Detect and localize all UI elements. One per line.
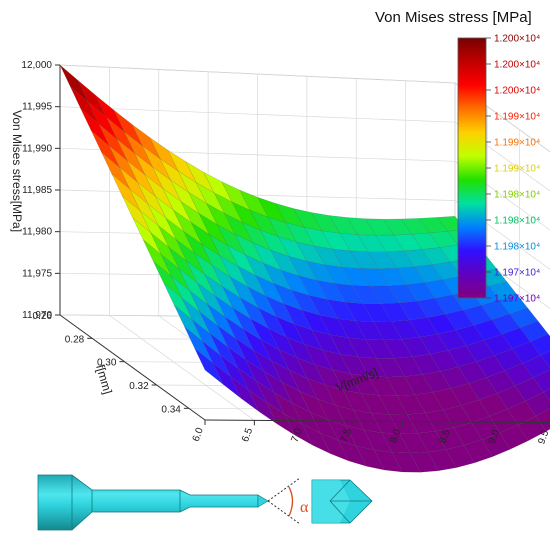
surface-patch xyxy=(160,253,190,291)
x-tick-label: 8.5 xyxy=(438,428,453,445)
surface-patch xyxy=(142,239,172,276)
surface-patch xyxy=(239,189,269,218)
colorbar-label: 1.200×10⁴ xyxy=(494,34,540,45)
surface-patch xyxy=(241,221,272,251)
colorbar-label: 1.199×10⁴ xyxy=(494,164,540,175)
surface-patch xyxy=(131,124,161,159)
y-tick-label: 0.32 xyxy=(129,381,149,392)
surface-patch xyxy=(360,393,390,415)
surface-patch xyxy=(478,393,508,417)
surface-patch xyxy=(504,362,534,387)
z-tick-label: 11,980 xyxy=(22,227,52,238)
colorbar-label: 1.198×10⁴ xyxy=(494,216,540,227)
surface-patch xyxy=(247,389,278,425)
surface-patch xyxy=(257,307,287,338)
surface-patch xyxy=(209,333,239,369)
surface-patch xyxy=(108,145,138,183)
colorbar: 1.200×10⁴ 1.200×10⁴ 1.200×10⁴ 1.199×10⁴ 1.19… xyxy=(457,34,540,305)
surface-patch xyxy=(194,348,224,385)
z-tick-label: 11,970 xyxy=(22,310,52,321)
colorbar-label: 1.200×10⁴ xyxy=(494,60,540,71)
surface-patch xyxy=(275,203,305,228)
surface-patch xyxy=(281,381,311,413)
surface-patch xyxy=(377,267,408,287)
surface-patch xyxy=(324,384,354,411)
colorbar-gradient xyxy=(457,37,487,299)
surface-patch xyxy=(288,255,318,281)
surface-patch xyxy=(382,218,412,236)
surface-patch xyxy=(203,171,233,203)
surface-patch xyxy=(250,318,280,350)
surface-patch xyxy=(455,324,485,347)
colorbar-label: 1.198×10⁴ xyxy=(494,242,540,253)
z-axis-title: Von Mises stress[MPa] xyxy=(10,110,24,232)
surface-patch xyxy=(132,217,161,255)
z-tick-label: 12,000 xyxy=(21,60,52,71)
colorbar-label: 1.200×10⁴ xyxy=(494,86,540,97)
surface-patch xyxy=(188,289,218,326)
x-tick-label: 9.5 xyxy=(536,428,550,445)
surface-patch xyxy=(139,210,169,248)
y-tick-label: 0.28 xyxy=(65,334,85,345)
surface-patch xyxy=(339,232,369,252)
surface-patch xyxy=(180,200,210,235)
colorbar-label: 1.197×10⁴ xyxy=(494,268,540,279)
z-tick-label: 11,990 xyxy=(22,143,52,154)
surface-patch xyxy=(418,217,448,234)
surface-patch xyxy=(301,309,331,335)
surface-patch xyxy=(293,323,323,351)
colorbar-label: 1.199×10⁴ xyxy=(494,138,540,149)
surface-patch xyxy=(226,244,256,276)
surface-patch xyxy=(396,394,426,415)
surface-patch xyxy=(183,230,213,266)
tool-body xyxy=(37,474,269,531)
colorbar-label: 1.199×10⁴ xyxy=(494,112,540,123)
colorbar-label: 1.198×10⁴ xyxy=(494,190,540,201)
y-tick-label: 0.26 xyxy=(33,311,53,322)
surface-patch xyxy=(373,449,403,473)
y-axis-line xyxy=(59,314,206,421)
angle-indicator: α xyxy=(267,477,309,525)
surface-patch xyxy=(331,248,361,269)
y-tick-label: 0.34 xyxy=(161,404,181,415)
surface-patch xyxy=(447,345,477,368)
x-tick-label: 8.0 xyxy=(388,427,403,444)
surface-patch xyxy=(398,300,428,321)
surface-patch xyxy=(347,337,377,359)
surface-patch xyxy=(355,320,385,341)
tool-tip-detail xyxy=(311,479,373,524)
x-tick-label: 7.5 xyxy=(339,427,354,444)
z-tick-label: 11,975 xyxy=(22,268,52,279)
surface-patch xyxy=(440,366,470,389)
surface-patch xyxy=(280,269,310,296)
z-tick-label: 11,985 xyxy=(22,185,52,196)
surface-patch xyxy=(152,166,181,202)
surface-patch xyxy=(80,108,110,146)
x-tick-label: 9.0 xyxy=(487,428,502,445)
surface-patch xyxy=(309,411,339,441)
colorbar-label: 1.197×10⁴ xyxy=(494,294,540,305)
y-tick-label: 0.30 xyxy=(97,358,117,369)
surface-patch xyxy=(401,336,431,358)
surface-patch xyxy=(411,353,441,375)
x-tick-label: 6.5 xyxy=(240,426,255,443)
chart-title: Von Mises stress [MPa] xyxy=(375,9,532,26)
x-tick-label: 7.0 xyxy=(289,427,304,444)
surface-patch xyxy=(543,388,550,402)
surface-patch xyxy=(191,319,221,356)
axes: 11,970 11,975 11,980 11,985 11,990 11,995 12,0… xyxy=(21,60,550,446)
surface-patch xyxy=(406,282,436,302)
surface-patch xyxy=(368,375,398,397)
tool-schematic: α xyxy=(37,474,373,531)
surface-patch xyxy=(212,362,242,399)
surface-patch xyxy=(59,64,89,103)
surface-patch xyxy=(324,264,354,286)
x-tick-label: 6.0 xyxy=(191,426,206,443)
surface-patch xyxy=(491,313,521,335)
surface-patch xyxy=(101,151,130,190)
angle-label: α xyxy=(300,499,309,516)
z-tick-label: 11,995 xyxy=(22,102,52,113)
stress-surface xyxy=(59,64,550,473)
